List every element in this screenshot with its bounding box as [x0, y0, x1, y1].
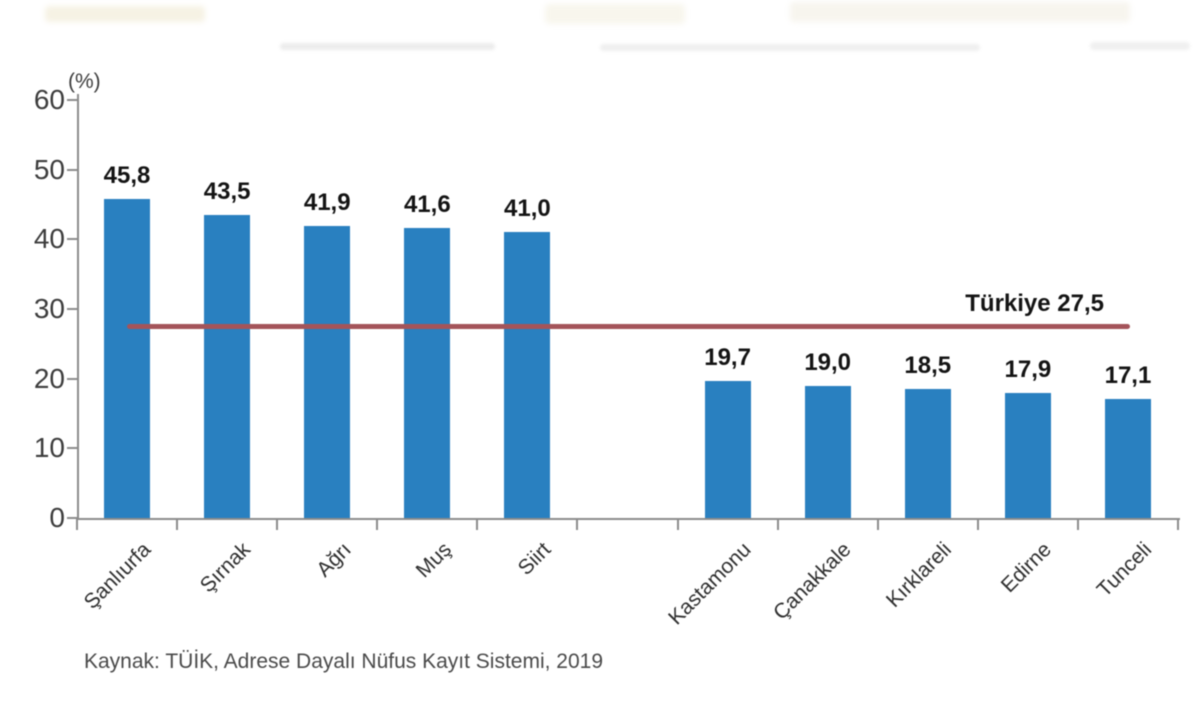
y-tick-label: 30 — [33, 293, 65, 324]
y-tick-label: 40 — [33, 223, 65, 255]
y-tick-mark — [67, 99, 77, 101]
x-tick-mark — [1177, 518, 1179, 530]
y-tick-mark — [67, 238, 77, 241]
x-tick-mark — [1076, 518, 1079, 530]
bar-value-label: 43,5 — [203, 177, 251, 205]
bar-value-label: 19,7 — [704, 343, 751, 371]
x-tick-mark — [776, 518, 779, 530]
bar-value-label: 18,5 — [904, 352, 952, 380]
x-axis-label: Şanlıurfa — [79, 538, 156, 614]
x-tick-mark — [676, 518, 679, 530]
reference-line-label: Türkiye 27,5 — [965, 290, 1104, 318]
reference-line — [127, 324, 1130, 330]
bar-value-label: 17,9 — [1004, 356, 1052, 384]
x-axis-label: Ağrı — [311, 538, 356, 582]
x-axis-label: Edirne — [996, 538, 1057, 598]
x-tick-mark — [276, 518, 279, 530]
x-tick-mark — [576, 518, 579, 530]
x-axis — [77, 518, 1180, 520]
x-tick-mark — [476, 518, 479, 530]
bar — [1004, 393, 1051, 518]
source-note: Kaynak: TÜİK, Adrese Dayalı Nüfus Kayıt … — [84, 650, 604, 673]
bar-value-label: 17,1 — [1104, 361, 1152, 389]
y-tick-label: 60 — [33, 84, 65, 115]
x-axis-label: Tunceli — [1092, 538, 1157, 602]
bar — [104, 198, 151, 518]
y-tick-label: 10 — [33, 432, 65, 464]
bar-value-label: 41,6 — [403, 191, 451, 219]
x-axis-label: Şırnak — [196, 538, 256, 598]
y-axis — [77, 94, 79, 520]
bar — [904, 389, 951, 518]
x-axis-label: Siirt — [513, 538, 556, 580]
bar — [304, 226, 351, 518]
y-tick-mark — [67, 517, 77, 519]
x-tick-mark — [76, 518, 78, 530]
bar-value-label: 19,0 — [804, 348, 852, 376]
x-axis-label: Muş — [411, 538, 456, 583]
bar-value-label: 41,0 — [504, 195, 551, 223]
y-axis-unit-label: (%) — [68, 70, 101, 93]
bar — [404, 228, 451, 518]
y-tick-mark — [67, 168, 77, 171]
x-axis-label: Çanakkale — [769, 538, 856, 625]
x-axis-label: Kastamonu — [664, 538, 756, 630]
bar-value-label: 41,9 — [303, 189, 351, 217]
y-tick-mark — [67, 308, 77, 310]
bar — [804, 385, 851, 518]
bar — [204, 214, 251, 518]
bar — [1104, 398, 1151, 518]
y-tick-label: 20 — [33, 362, 65, 394]
x-axis-label: Kırklareli — [882, 538, 957, 613]
y-tick-label: 50 — [33, 153, 65, 185]
x-tick-mark — [376, 518, 379, 530]
x-tick-mark — [976, 518, 979, 530]
y-tick-label: 0 — [49, 502, 65, 533]
y-tick-mark — [67, 377, 77, 380]
bar — [704, 380, 751, 518]
y-tick-mark — [67, 447, 77, 450]
x-tick-mark — [876, 518, 879, 530]
bar-value-label: 45,8 — [103, 161, 151, 189]
x-tick-mark — [176, 518, 179, 530]
bar — [504, 232, 551, 518]
